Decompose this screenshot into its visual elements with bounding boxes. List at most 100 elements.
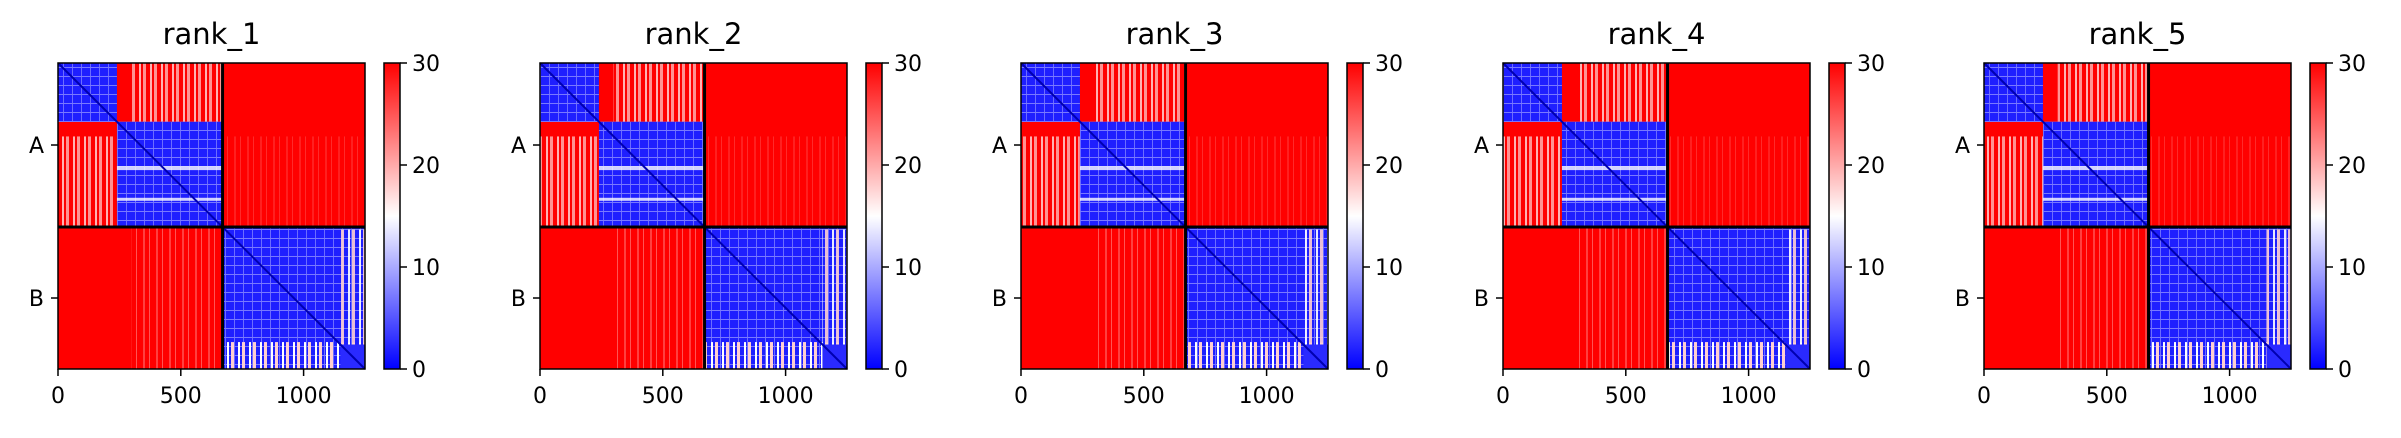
panel-2: rank_2 A B 0 500 1000 0 10 20 30	[511, 17, 922, 409]
colorbar-tick-label: 20	[894, 154, 922, 179]
heatmap-block-band	[598, 197, 705, 201]
heatmap-offdiag-band	[1021, 136, 1080, 228]
colorbar-tick-label: 20	[1375, 154, 1403, 179]
colorbar-tick-label: 30	[412, 52, 440, 77]
heatmap-diagonal	[57, 62, 366, 370]
panel-title: rank_1	[163, 17, 261, 51]
axes-frame	[1983, 62, 2292, 370]
x-tick-label: 1000	[276, 384, 332, 409]
panel-title: rank_2	[645, 17, 743, 51]
panel-title: rank_4	[1608, 17, 1706, 51]
heatmap-offdiag-band	[222, 136, 365, 228]
colorbar-tick-label: 20	[2338, 154, 2366, 179]
axes-frame	[539, 62, 848, 370]
heatmap-offdiag-band	[1094, 227, 1186, 369]
colorbar-tick-label: 30	[1375, 52, 1403, 77]
colorbar-tick-label: 0	[2338, 358, 2352, 383]
heatmap-offdiag-band	[1984, 136, 2043, 228]
colorbar-tick-label: 10	[1375, 256, 1403, 281]
heatmap-offdiag-band	[2057, 227, 2149, 369]
x-tick-label: 0	[1977, 384, 1991, 409]
x-tick-label: 0	[1014, 384, 1028, 409]
colorbar: 0 10 20 30	[383, 52, 440, 383]
colorbar-tick-label: 20	[412, 154, 440, 179]
panel-1: rank_1 A B 0 500 1000 0 10 20 30	[29, 17, 440, 409]
heatmap-block-band	[1079, 197, 1186, 201]
colorbar-gradient	[1828, 62, 1846, 370]
axes-frame	[1020, 62, 1329, 370]
colorbar-gradient	[1346, 62, 1364, 370]
heatmap-diagonal	[1502, 62, 1811, 370]
colorbar-tick-label: 10	[1857, 256, 1885, 281]
heatmap-block-band	[116, 166, 223, 171]
heatmap-block-band	[1303, 229, 1328, 343]
heatmap-diagonal	[1020, 62, 1329, 370]
heatmap-offdiag-band	[58, 136, 117, 228]
colorbar-tick-label: 0	[412, 358, 426, 383]
heatmap-block-band	[1785, 229, 1810, 343]
colorbar: 0 10 20 30	[865, 52, 922, 383]
panel-title: rank_5	[2089, 17, 2187, 51]
x-tick-label: 0	[1496, 384, 1510, 409]
heatmap-block-band	[2042, 197, 2149, 201]
panel-5: rank_5 A B 0 500 1000 0 10 20 30	[1955, 17, 2366, 409]
heatmap-offdiag-band	[1667, 136, 1810, 228]
y-tick-label: B	[992, 287, 1007, 312]
panel-title: rank_3	[1126, 17, 1224, 51]
y-tick-label: A	[1474, 134, 1489, 159]
heatmap-block-band	[2266, 229, 2291, 343]
colorbar: 0 10 20 30	[1346, 52, 1403, 383]
panel-4: rank_4 A B 0 500 1000 0 10 20 30	[1474, 17, 1885, 409]
x-tick-label: 0	[51, 384, 65, 409]
heatmap-offdiag-band	[1094, 63, 1186, 122]
colorbar: 0 10 20 30	[2309, 52, 2366, 383]
heatmap-offdiag-band	[1576, 63, 1668, 122]
colorbar-tick-label: 30	[2338, 52, 2366, 77]
heatmap-matrix	[539, 62, 848, 370]
heatmap-block-band	[598, 166, 705, 171]
heatmap-offdiag-band	[2148, 136, 2291, 228]
heatmap-matrix	[57, 62, 366, 370]
colorbar-tick-label: 10	[894, 256, 922, 281]
heatmap-block-band	[1561, 166, 1668, 171]
colorbar-tick-label: 30	[894, 52, 922, 77]
x-tick-label: 500	[1123, 384, 1165, 409]
x-tick-label: 1000	[1239, 384, 1295, 409]
heatmap-block-band	[340, 229, 365, 343]
heatmap-offdiag-band	[2057, 63, 2149, 122]
x-tick-label: 1000	[758, 384, 814, 409]
heatmap-block-band	[1561, 197, 1668, 201]
x-tick-label: 1000	[1721, 384, 1777, 409]
colorbar-tick-label: 0	[1857, 358, 1871, 383]
x-tick-label: 500	[642, 384, 684, 409]
x-tick-label: 1000	[2202, 384, 2258, 409]
y-tick-label: B	[511, 287, 526, 312]
heatmap-block-band	[822, 229, 847, 343]
heatmap-offdiag-band	[131, 63, 223, 122]
heatmap-offdiag-band	[1576, 227, 1668, 369]
x-tick-label: 0	[533, 384, 547, 409]
x-tick-label: 500	[160, 384, 202, 409]
panel-3: rank_3 A B 0 500 1000 0 10 20 30	[992, 17, 1403, 409]
colorbar-tick-label: 0	[1375, 358, 1389, 383]
heatmap-offdiag-band	[1503, 136, 1562, 228]
heatmap-block-band	[2042, 166, 2149, 171]
heatmap-matrix	[1502, 62, 1811, 370]
heatmap-matrix	[1020, 62, 1329, 370]
axes-frame	[1502, 62, 1811, 370]
colorbar-gradient	[2309, 62, 2327, 370]
y-tick-label: B	[29, 287, 44, 312]
y-tick-label: A	[29, 134, 44, 159]
heatmap-offdiag-band	[540, 136, 599, 228]
heatmap-offdiag-band	[613, 63, 705, 122]
y-tick-label: B	[1474, 287, 1489, 312]
heatmap-offdiag-band	[704, 136, 847, 228]
y-tick-label: A	[992, 134, 1007, 159]
colorbar-tick-label: 20	[1857, 154, 1885, 179]
x-tick-label: 500	[1605, 384, 1647, 409]
heatmap-offdiag-band	[1185, 136, 1328, 228]
x-tick-label: 500	[2086, 384, 2128, 409]
colorbar-gradient	[865, 62, 883, 370]
y-tick-label: A	[1955, 134, 1970, 159]
colorbar-gradient	[383, 62, 401, 370]
